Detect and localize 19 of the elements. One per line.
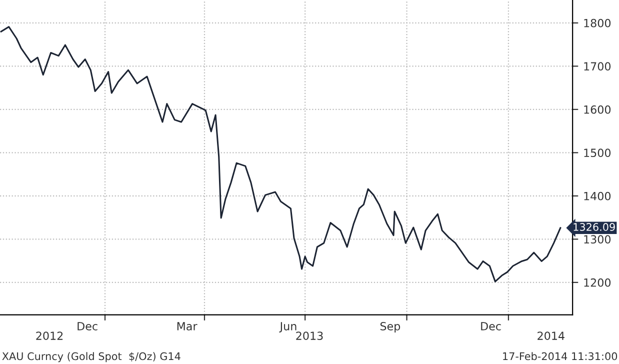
- annotation: 1326.09: [574, 223, 615, 231]
- text: 17-Feb-2014 11:31:00: [503, 352, 618, 360]
- line-series: [0, 26, 562, 282]
- y-tick-label: 1500: [584, 148, 611, 158]
- text: XAU Curncy (Gold Spot $/Oz) G14: [2, 352, 180, 362]
- text: 2014: [538, 332, 564, 340]
- y-tick-label: 1700: [584, 62, 611, 71]
- y-tick-label: 1300: [584, 235, 611, 244]
- x-tick-label: Dec: [78, 322, 98, 330]
- y-tick-label: 1200: [584, 278, 611, 287]
- y-tick-label: 1800: [584, 18, 611, 28]
- text: 2013: [296, 332, 323, 340]
- x-tick-label: Sep: [380, 322, 400, 333]
- x-tick-label: Mar: [177, 322, 198, 330]
- y-tick-label: 1400: [584, 192, 611, 200]
- y-tick-label: 1600: [584, 105, 611, 114]
- x-tick-label: Dec: [481, 322, 501, 330]
- x-tick-label: Jun: [279, 322, 296, 332]
- text: 2012: [36, 332, 63, 340]
